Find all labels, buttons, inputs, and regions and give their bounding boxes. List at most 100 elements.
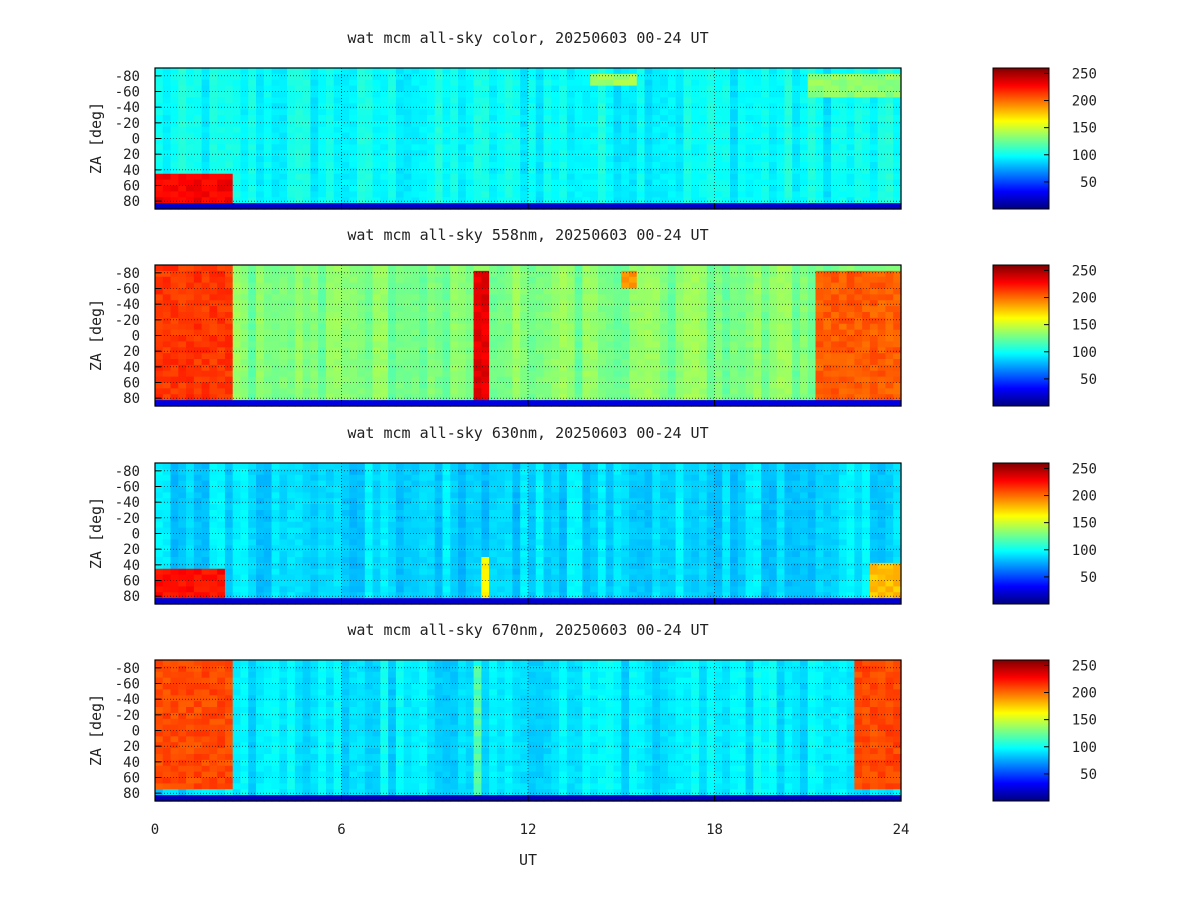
heatmap-cell (551, 85, 560, 93)
heatmap-cell (629, 265, 638, 272)
heatmap-cell (380, 370, 389, 378)
heatmap-cell (652, 103, 661, 110)
heatmap-cell (248, 276, 257, 284)
heatmap-cell (877, 312, 887, 319)
heatmap-cell (217, 492, 226, 499)
heatmap-cell (155, 156, 164, 163)
heatmap-cell (465, 179, 475, 187)
heatmap-cell (512, 376, 521, 384)
heatmap-cell (271, 167, 280, 175)
heatmap-cell (574, 347, 583, 354)
heatmap-cell (877, 323, 887, 331)
heatmap-cell (209, 167, 218, 175)
heatmap-cell (799, 103, 809, 110)
heatmap-cell (597, 185, 607, 192)
heatmap-cell (660, 359, 669, 366)
heatmap-cell (395, 68, 405, 75)
heatmap-cell (434, 329, 444, 337)
heatmap-cell (706, 329, 716, 337)
heatmap-cell (815, 203, 824, 210)
heatmap-cell (193, 539, 203, 546)
heatmap-cell (201, 463, 210, 470)
heatmap-cell (364, 115, 374, 122)
heatmap-cell (683, 144, 692, 151)
heatmap-cell (388, 120, 397, 128)
heatmap-cell (613, 282, 622, 290)
heatmap-cell (287, 97, 296, 104)
heatmap-cell (582, 400, 591, 407)
heatmap-cell (683, 300, 692, 307)
heatmap-cell (792, 197, 801, 204)
heatmap-cell (186, 463, 195, 470)
heatmap-cell (155, 79, 164, 87)
heatmap-cell (232, 300, 242, 307)
heatmap-cell (209, 598, 218, 605)
heatmap-cell (636, 97, 646, 104)
heatmap-cell (357, 162, 366, 169)
heatmap-cell (380, 197, 389, 204)
heatmap-cell (263, 185, 273, 192)
heatmap-cell (395, 91, 405, 98)
heatmap-cell (155, 468, 164, 476)
heatmap-cell (395, 144, 405, 151)
heatmap-cell (419, 144, 428, 151)
heatmap-cell (776, 150, 786, 157)
heatmap-cell (279, 376, 288, 384)
heatmap-cell (178, 510, 187, 517)
heatmap-cell (473, 382, 482, 389)
heatmap-cell (364, 270, 374, 278)
heatmap-cell (776, 120, 786, 128)
heatmap-cell (193, 150, 203, 157)
heatmap-cell (838, 353, 848, 360)
heatmap-cell (566, 329, 576, 337)
heatmap-cell (862, 79, 871, 87)
heatmap-cell (667, 270, 677, 278)
heatmap-cell (325, 270, 335, 278)
heatmap-cell (621, 376, 630, 384)
heatmap-cell (372, 270, 381, 278)
heatmap-cell (590, 126, 599, 134)
heatmap-cell (823, 173, 832, 181)
heatmap-cell (799, 388, 809, 395)
heatmap-cell (753, 265, 762, 272)
heatmap-cell (730, 120, 739, 128)
heatmap-cell (341, 115, 350, 122)
heatmap-cell (178, 498, 187, 505)
heatmap-cell (730, 335, 739, 342)
heatmap-cell (644, 347, 653, 354)
heatmap-cell (419, 150, 428, 157)
heatmap-cell (411, 347, 420, 354)
heatmap-cell (535, 265, 545, 272)
heatmap-cell (543, 126, 552, 134)
heatmap-cell (543, 73, 552, 81)
heatmap-cell (815, 115, 824, 122)
heatmap-cell (761, 335, 770, 342)
heatmap-cell (753, 79, 762, 87)
heatmap-cell (660, 120, 669, 128)
heatmap-cell (885, 394, 894, 401)
heatmap-cell (155, 580, 164, 587)
heatmap-cell (566, 294, 576, 301)
heatmap-cell (846, 394, 855, 401)
heatmap-cell (496, 276, 506, 284)
heatmap-cell (465, 68, 475, 75)
heatmap-cell (341, 370, 350, 378)
heatmap-cell (248, 115, 257, 122)
heatmap-cell (364, 376, 374, 384)
heatmap-cell (559, 97, 568, 104)
heatmap-cell (582, 364, 591, 372)
heatmap-cell (745, 317, 754, 325)
heatmap-cell (489, 394, 498, 401)
heatmap-cell (691, 347, 700, 354)
heatmap-cell (566, 109, 576, 116)
heatmap-cell (807, 85, 817, 93)
heatmap-cell (248, 370, 257, 378)
heatmap-cell (745, 115, 754, 122)
heatmap-cell (395, 173, 405, 181)
heatmap-cell (683, 382, 692, 389)
heatmap-cell (862, 167, 871, 175)
heatmap-cell (667, 185, 677, 192)
heatmap-cell (201, 557, 210, 564)
heatmap-cell (325, 91, 335, 98)
heatmap-cell (162, 68, 172, 75)
